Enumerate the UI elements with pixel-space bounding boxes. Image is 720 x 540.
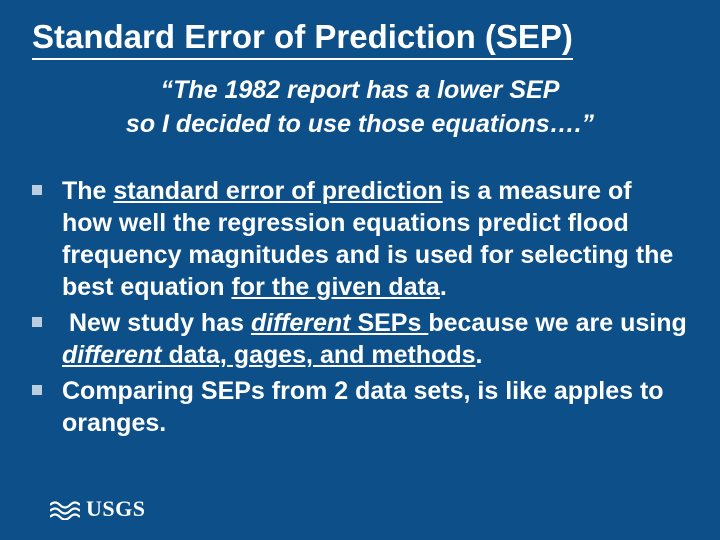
usgs-logo-text: USGS: [86, 496, 145, 522]
usgs-waves-icon: [50, 498, 80, 520]
bullet-marker-icon: [32, 317, 42, 327]
text-segment: data, gages, and methods: [162, 341, 476, 369]
bullet-list: The standard error of prediction is a me…: [32, 175, 688, 439]
text-segment: SEPs: [351, 309, 429, 337]
text-segment: because we are using: [428, 309, 686, 337]
quote-block: “The 1982 report has a lower SEP so I de…: [32, 74, 688, 142]
text-segment: different: [251, 309, 351, 337]
quote-line-1: “The 1982 report has a lower SEP: [72, 74, 648, 108]
text-segment: different: [62, 341, 162, 369]
text-segment: standard error of prediction: [113, 177, 442, 205]
bullet-text: The standard error of prediction is a me…: [62, 175, 688, 303]
bullet-marker-icon: [32, 385, 42, 395]
text-segment: for the given data: [231, 273, 439, 301]
bullet-text: Comparing SEPs from 2 data sets, is like…: [62, 375, 688, 439]
bullet-item: Comparing SEPs from 2 data sets, is like…: [32, 375, 688, 439]
text-segment: The: [62, 177, 113, 205]
bullet-marker-icon: [32, 185, 42, 195]
bullet-item: New study has different SEPs because we …: [32, 307, 688, 371]
usgs-logo: USGS: [50, 496, 145, 522]
text-segment: New study has: [69, 309, 251, 337]
text-segment: .: [440, 273, 447, 301]
bullet-text: New study has different SEPs because we …: [62, 307, 688, 371]
text-segment: .: [476, 341, 483, 369]
quote-line-2: so I decided to use those equations….”: [72, 108, 648, 142]
slide-title: Standard Error of Prediction (SEP): [32, 18, 573, 60]
bullet-item: The standard error of prediction is a me…: [32, 175, 688, 303]
text-segment: Comparing SEPs from 2 data sets, is like…: [62, 377, 664, 437]
